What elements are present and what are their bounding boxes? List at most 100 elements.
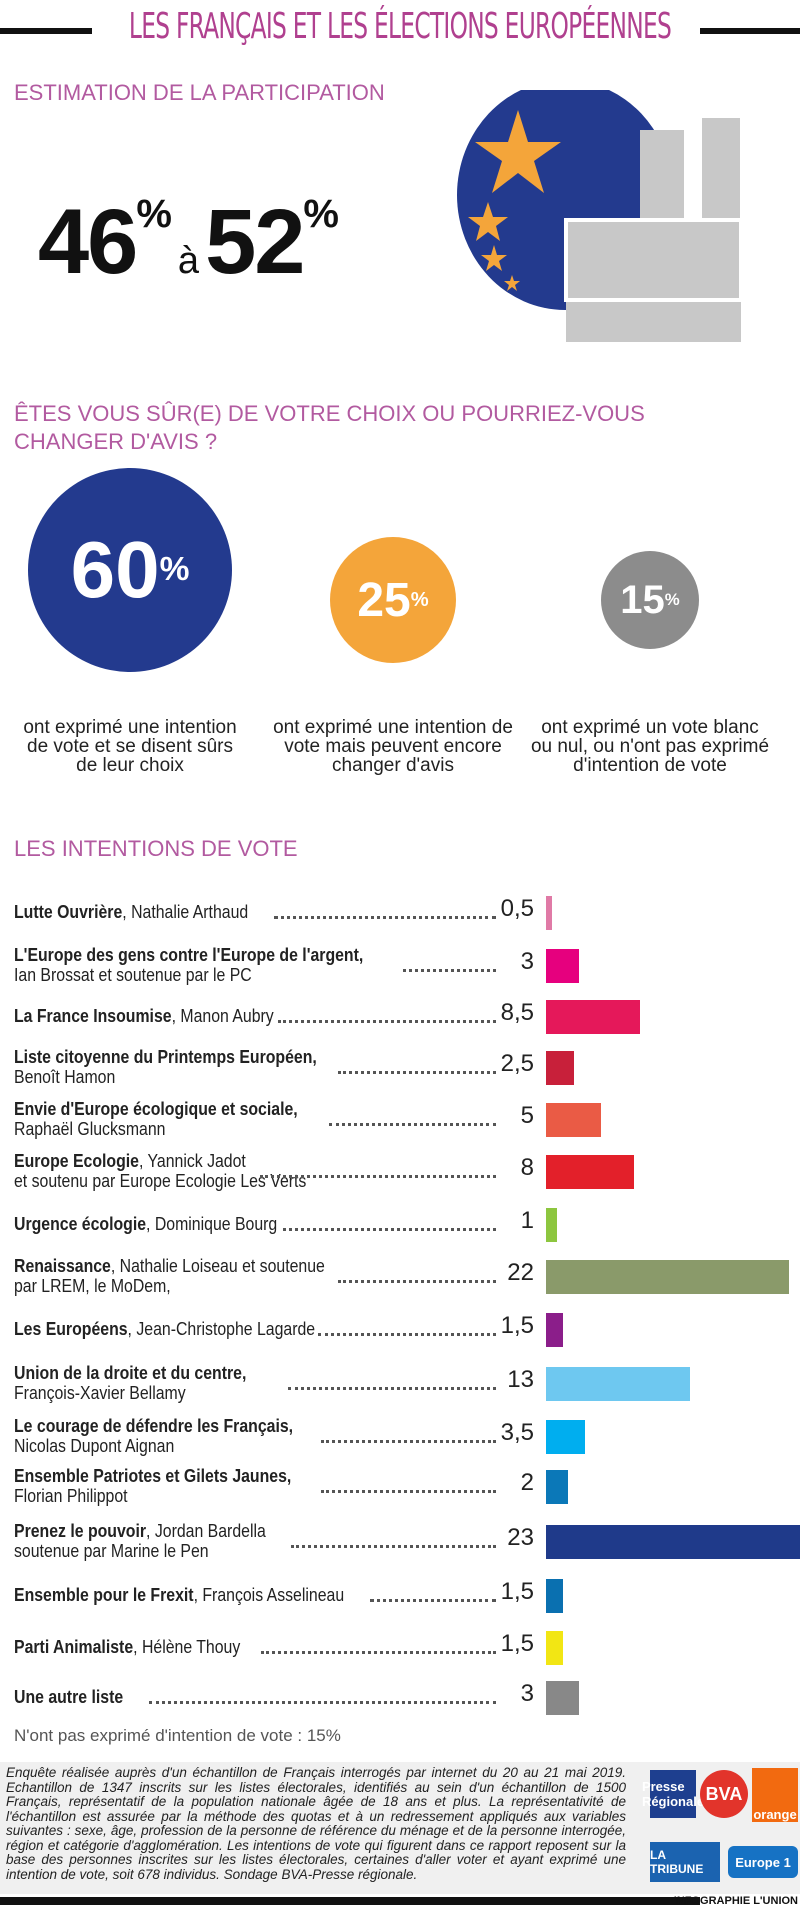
tick-label: 13 [507, 1366, 534, 1393]
certainty-circle-15: 15% [601, 551, 699, 649]
bar [546, 1631, 563, 1665]
chart-row: Europe Ecologie, Yannick Jadot et soutenu… [14, 1151, 534, 1193]
bar [546, 1681, 580, 1715]
candidate-name: , Jean-Christophe Lagarde [127, 1319, 316, 1339]
percent-sign: % [410, 588, 429, 611]
participation-low: 46 [38, 191, 138, 293]
list-name: Europe Ecologie [14, 1151, 139, 1171]
candidate-name: , Hélène Thouy [133, 1637, 241, 1657]
certainty-value: 15 [620, 577, 665, 622]
chart-title: LES INTENTIONS DE VOTE [14, 836, 298, 861]
bar [546, 1260, 789, 1294]
candidate-name: , Nathalie Arthaud [122, 902, 249, 922]
tick-label: 2,5 [500, 1050, 534, 1077]
list-name: L'Europe des gens contre l'Europe de l'a… [14, 945, 364, 965]
chart-row: Parti Animaliste, Hélène Thouy 1,5 [14, 1632, 534, 1659]
list-label: Urgence écologie, Dominique Bourg [14, 1214, 277, 1234]
list-subtitle: et soutenu par Europe Ecologie Les Verts [14, 1171, 307, 1191]
chart-row: L'Europe des gens contre l'Europe de l'a… [14, 945, 534, 987]
bar [546, 1000, 640, 1034]
bar [546, 949, 580, 983]
leader-dots [329, 1123, 496, 1126]
bar [546, 1313, 563, 1347]
list-label: Liste citoyenne du Printemps Européen, Be… [14, 1047, 317, 1087]
logo-europe1: Europe 1 [728, 1846, 798, 1878]
list-label: Une autre liste [14, 1687, 123, 1707]
certainty-caption: ont exprimé une intention de vote mais p… [273, 717, 513, 776]
tick-label: 1,5 [500, 1312, 534, 1339]
percent-sign: % [159, 551, 190, 588]
list-label: L'Europe des gens contre l'Europe de l'a… [14, 945, 363, 985]
list-label: La France Insoumise, Manon Aubry [14, 1006, 274, 1026]
list-label: Parti Animaliste, Hélène Thouy [14, 1637, 240, 1657]
chart-row: Prenez le pouvoir, Jordan Bardella souten… [14, 1521, 534, 1563]
footer: Enquête réalisée auprès d'un échantillon… [0, 1762, 800, 1894]
list-subtitle: Florian Philippot [14, 1486, 128, 1506]
chart-row: Ensemble pour le Frexit, François Asseli… [14, 1578, 534, 1607]
leader-dots [278, 1020, 496, 1023]
list-name: Ensemble Patriotes et Gilets Jaunes, [14, 1466, 292, 1486]
leader-dots [274, 916, 496, 919]
logo-presse-regionale: Presse Régionale [642, 1770, 704, 1818]
list-label: Ensemble Patriotes et Gilets Jaunes, Flor… [14, 1466, 291, 1506]
list-name: Une autre liste [14, 1687, 124, 1707]
title-rule-right [700, 28, 800, 34]
list-label: Envie d'Europe écologique et sociale, Rap… [14, 1099, 298, 1139]
list-name: La France Insoumise [14, 1006, 172, 1026]
tick-label: 8 [520, 1154, 534, 1181]
list-name: Renaissance [14, 1256, 111, 1276]
list-subtitle: Nicolas Dupont Aignan [14, 1436, 175, 1456]
candidate-name: , Nathalie Loiseau et soutenue [110, 1256, 325, 1276]
certainty-caption: ont exprimé un vote blanc ou nul, ou n'o… [530, 717, 770, 776]
leader-dots [403, 969, 496, 972]
footer-rule [0, 1897, 700, 1905]
bar [546, 1367, 690, 1401]
tick-label: 1 [520, 1207, 534, 1234]
certainty-circle-60: 60% [28, 468, 232, 672]
logo-orange: orange [752, 1768, 798, 1822]
bar [546, 1051, 574, 1085]
logo-bva: BVA [700, 1770, 748, 1818]
ballot-box-eu-icon [457, 90, 743, 342]
leader-dots [260, 1651, 496, 1654]
certainty-value: 60 [70, 525, 160, 614]
page-title: LES FRANÇAIS ET LES ÉLECTIONS EUROPÉENNE… [128, 6, 672, 47]
leader-dots [283, 1228, 496, 1231]
range-to: à [177, 240, 199, 282]
tick-label: 1,5 [500, 1578, 534, 1605]
certainty-circle-25: 25% [330, 537, 456, 663]
leader-dots [291, 1545, 496, 1548]
list-name: Liste citoyenne du Printemps Européen, [14, 1047, 317, 1067]
chart-row: Les Européens, Jean-Christophe Lagarde 1,… [14, 1312, 534, 1341]
leader-dots [370, 1599, 496, 1602]
candidate-name: , François Asselineau [193, 1585, 345, 1605]
chart-row: Renaissance, Nathalie Loiseau et soutenu… [14, 1256, 534, 1298]
participation-range: 46%à52% [38, 190, 339, 295]
certainty-caption: ont exprimé une intention de vote et se … [23, 717, 237, 776]
list-subtitle: par LREM, le MoDem, [14, 1276, 171, 1296]
list-name: Parti Animaliste [14, 1637, 134, 1657]
tick-label: 3 [520, 1680, 534, 1707]
tick-label: 2 [520, 1469, 534, 1496]
tick-label: 22 [507, 1259, 534, 1286]
bar [546, 1103, 602, 1137]
leader-dots [260, 1175, 496, 1178]
list-subtitle: soutenue par Marine le Pen [14, 1541, 209, 1561]
percent-sign: % [136, 192, 172, 236]
list-name: Le courage de défendre les Français, [14, 1416, 294, 1436]
leader-dots [321, 1440, 496, 1443]
bar [546, 896, 552, 930]
list-name: Lutte Ouvrière [14, 902, 123, 922]
list-name: Ensemble pour le Frexit [14, 1585, 194, 1605]
candidate-name: , Dominique Bourg [146, 1214, 278, 1234]
list-subtitle: Raphaël Glucksmann [14, 1119, 166, 1139]
bar [546, 1208, 558, 1242]
list-label: Europe Ecologie, Yannick Jadot et soutenu… [14, 1151, 306, 1191]
participation-high: 52 [205, 191, 305, 293]
chart-row: Ensemble Patriotes et Gilets Jaunes, Flor… [14, 1466, 534, 1508]
list-label: Lutte Ouvrière, Nathalie Arthaud [14, 902, 248, 922]
tick-label: 5 [520, 1102, 534, 1129]
list-label: Le courage de défendre les Français, Nico… [14, 1416, 293, 1456]
leader-dots [288, 1387, 496, 1390]
chart-row: Envie d'Europe écologique et sociale, Rap… [14, 1099, 534, 1141]
